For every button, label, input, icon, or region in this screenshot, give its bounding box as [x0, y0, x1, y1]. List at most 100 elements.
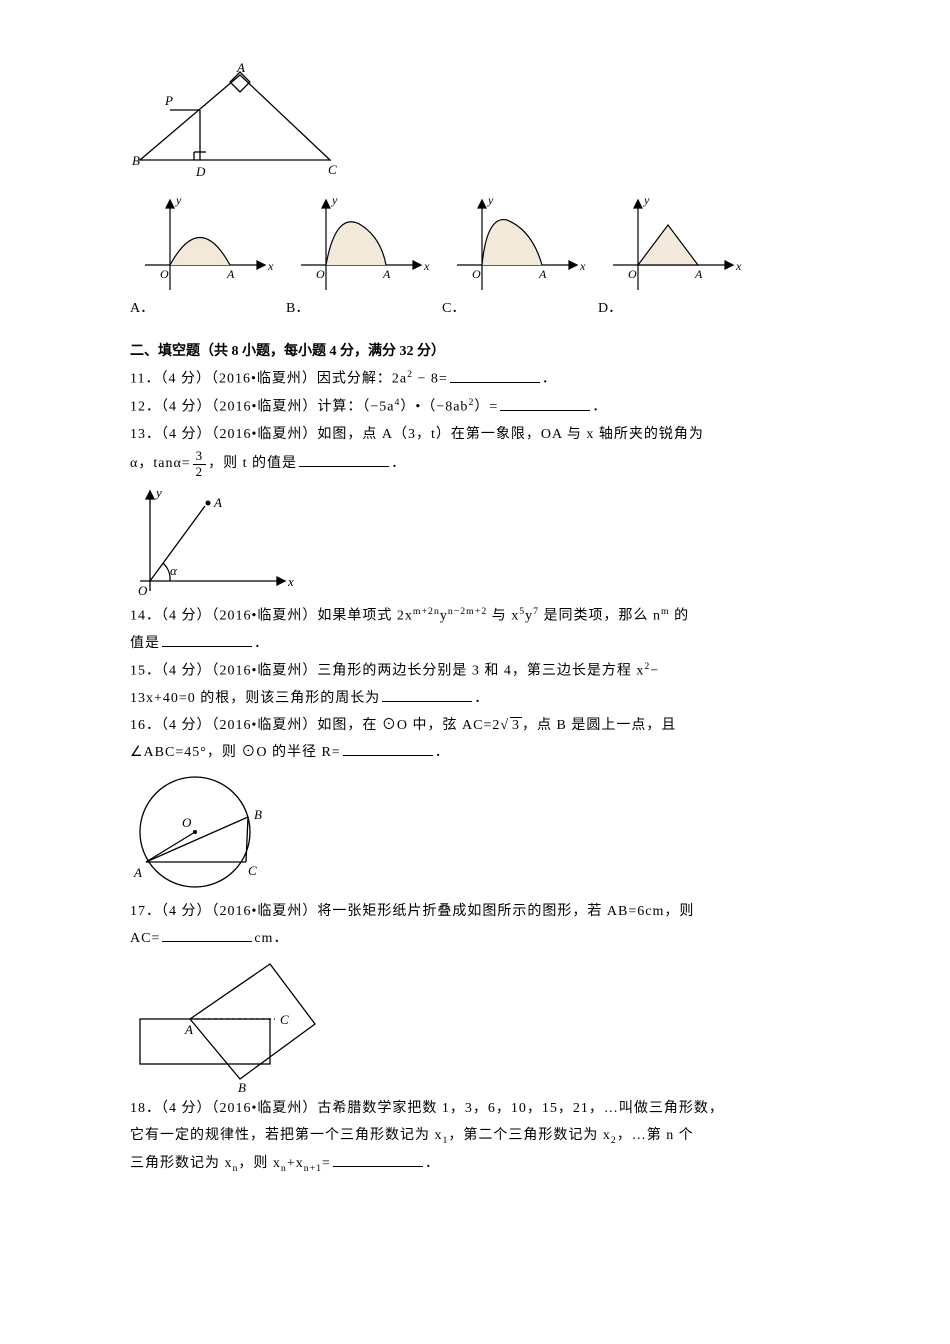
svg-text:A: A	[213, 495, 222, 510]
svg-text:C: C	[248, 863, 257, 878]
q18-l3b: ，则 x	[238, 1156, 281, 1171]
q12-pre: 12．（4 分）（2016•临夏州）计算：（−5a	[130, 400, 395, 415]
q17-blank	[162, 927, 252, 942]
section-2-title: 二、填空题（共 8 小题，每小题 4 分，满分 32 分）	[130, 339, 820, 364]
q18-s5: n+1	[304, 1163, 322, 1174]
question-17-line2: AC= cm．	[130, 926, 820, 951]
figure-triangle-pd: A P B D C	[130, 60, 820, 190]
q11-mid: − 8=	[413, 372, 448, 387]
q14-p1: 14．（4 分）（2016•临夏州）如果单项式 2x	[130, 609, 413, 624]
q12-blank	[500, 396, 590, 411]
q13-num: 3	[193, 449, 207, 464]
q14-e5: m	[661, 606, 670, 617]
svg-text:O: O	[316, 267, 325, 281]
q17-l2a: AC=	[130, 931, 160, 946]
q16-l1b: ，点 B 是圆上一点，且	[522, 718, 676, 733]
q15-blank	[382, 687, 472, 702]
figure-q17: A C B	[130, 954, 820, 1094]
svg-text:O: O	[472, 267, 481, 281]
q14-p6: 的	[670, 609, 690, 624]
q15-suf: ．	[474, 691, 489, 706]
q13-l2a: α，tanα=	[130, 456, 191, 471]
q18-l3c: +x	[287, 1156, 304, 1171]
q13-suf: ．	[391, 456, 406, 471]
svg-text:B: B	[132, 153, 140, 168]
q16-l2: ∠ABC=45°，则 ⊙O 的半径 R=	[130, 745, 341, 760]
question-14-line2: 值是 ．	[130, 631, 820, 656]
svg-text:α: α	[170, 563, 178, 578]
option-c-cell: O A x y C．	[442, 190, 592, 321]
q14-l2: 值是	[130, 636, 160, 651]
svg-text:y: y	[643, 193, 650, 207]
figure-q13: O x y A α	[130, 481, 820, 601]
svg-text:O: O	[182, 815, 192, 830]
q14-p4: y	[525, 609, 533, 624]
svg-text:A: A	[226, 267, 235, 281]
q12-suf: ．	[592, 400, 607, 415]
question-13-line1: 13．（4 分）（2016•临夏州）如图，点 A（3，t）在第一象限，OA 与 …	[130, 422, 820, 447]
question-12: 12．（4 分）（2016•临夏州）计算：（−5a4）•（−8ab2）=．	[130, 394, 820, 420]
svg-text:A: A	[382, 267, 391, 281]
q18-l2: 它有一定的规律性，若把第一个三角形数记为 x	[130, 1128, 443, 1143]
q12-mid2: ）=	[474, 400, 498, 415]
svg-text:x: x	[735, 259, 742, 273]
option-label-d: D．	[598, 296, 622, 321]
svg-text:A: A	[236, 60, 245, 75]
question-17-line1: 17．（4 分）（2016•临夏州）将一张矩形纸片折叠成如图所示的图形，若 AB…	[130, 899, 820, 924]
q18-suf: ．	[425, 1156, 440, 1171]
q17-l2b: cm．	[254, 931, 288, 946]
triangle-svg: A P B D C	[130, 60, 340, 190]
q13-blank	[299, 452, 389, 467]
figure-options-row: O A x y A． O A x y B． O	[130, 190, 820, 321]
q16-suf: ．	[435, 745, 450, 760]
question-16-line1: 16．（4 分）（2016•临夏州）如图，在 ⊙O 中，弦 AC=2√3，点 B…	[130, 713, 820, 738]
q13-fraction: 32	[193, 449, 207, 479]
q18-blank	[333, 1152, 423, 1167]
figure-q16: O A B C	[130, 767, 820, 897]
svg-text:B: B	[238, 1080, 246, 1094]
question-13-line2: α，tanα=32，则 t 的值是．	[130, 449, 820, 479]
question-18-line3: 三角形数记为 xn，则 xn+xn+1=．	[130, 1151, 820, 1177]
svg-text:D: D	[195, 164, 206, 179]
q14-blank	[162, 632, 252, 647]
svg-text:y: y	[175, 193, 182, 207]
svg-text:A: A	[694, 267, 703, 281]
q14-e2: n−2m+2	[448, 606, 487, 617]
svg-text:O: O	[138, 583, 148, 598]
svg-text:A: A	[133, 865, 142, 880]
option-a-cell: O A x y A．	[130, 190, 280, 321]
option-d-cell: O A x y D．	[598, 190, 748, 321]
svg-text:y: y	[154, 485, 162, 500]
question-15-line1: 15．（4 分）（2016•临夏州）三角形的两边长分别是 3 和 4，第三边长是…	[130, 658, 820, 684]
q18-l2b: ，第二个三角形数记为 x	[448, 1128, 611, 1143]
q18-l3d: =	[322, 1156, 331, 1171]
q15-l1: 15．（4 分）（2016•临夏州）三角形的两边长分别是 3 和 4，第三边长是…	[130, 664, 644, 679]
q18-l2c: ，…第 n 个	[617, 1128, 694, 1143]
question-16-line2: ∠ABC=45°，则 ⊙O 的半径 R= ．	[130, 740, 820, 765]
q14-p2: y	[440, 609, 448, 624]
q11-pre: 11．（4 分）（2016•临夏州）因式分解：2a	[130, 372, 407, 387]
svg-text:B: B	[254, 807, 262, 822]
svg-text:C: C	[328, 162, 337, 177]
q16-l1a: 16．（4 分）（2016•临夏州）如图，在 ⊙O 中，弦 AC=2	[130, 718, 500, 733]
q16-sqrt: 3	[510, 717, 522, 733]
question-18-line2: 它有一定的规律性，若把第一个三角形数记为 x1，第二个三角形数记为 x2，…第 …	[130, 1123, 820, 1149]
svg-text:y: y	[331, 193, 338, 207]
question-14-line1: 14．（4 分）（2016•临夏州）如果单项式 2xm+2nyn−2m+2 与 …	[130, 603, 820, 629]
question-15-line2: 13x+40=0 的根，则该三角形的周长为．	[130, 686, 820, 711]
svg-text:x: x	[287, 574, 294, 589]
q14-suf: ．	[254, 636, 269, 651]
q12-mid: ）•（−8ab	[400, 400, 468, 415]
option-label-c: C．	[442, 296, 465, 321]
q14-e1: m+2n	[413, 606, 440, 617]
svg-text:A: A	[538, 267, 547, 281]
svg-text:P: P	[164, 93, 173, 108]
svg-text:C: C	[280, 1012, 289, 1027]
question-11: 11．（4 分）（2016•临夏州）因式分解：2a2 − 8=．	[130, 366, 820, 392]
svg-text:O: O	[628, 267, 637, 281]
svg-text:O: O	[160, 267, 169, 281]
q16-blank	[343, 741, 433, 756]
q11-blank	[450, 368, 540, 383]
q14-p5: 是同类项，那么 n	[539, 609, 661, 624]
option-b-cell: O A x y B．	[286, 190, 436, 321]
